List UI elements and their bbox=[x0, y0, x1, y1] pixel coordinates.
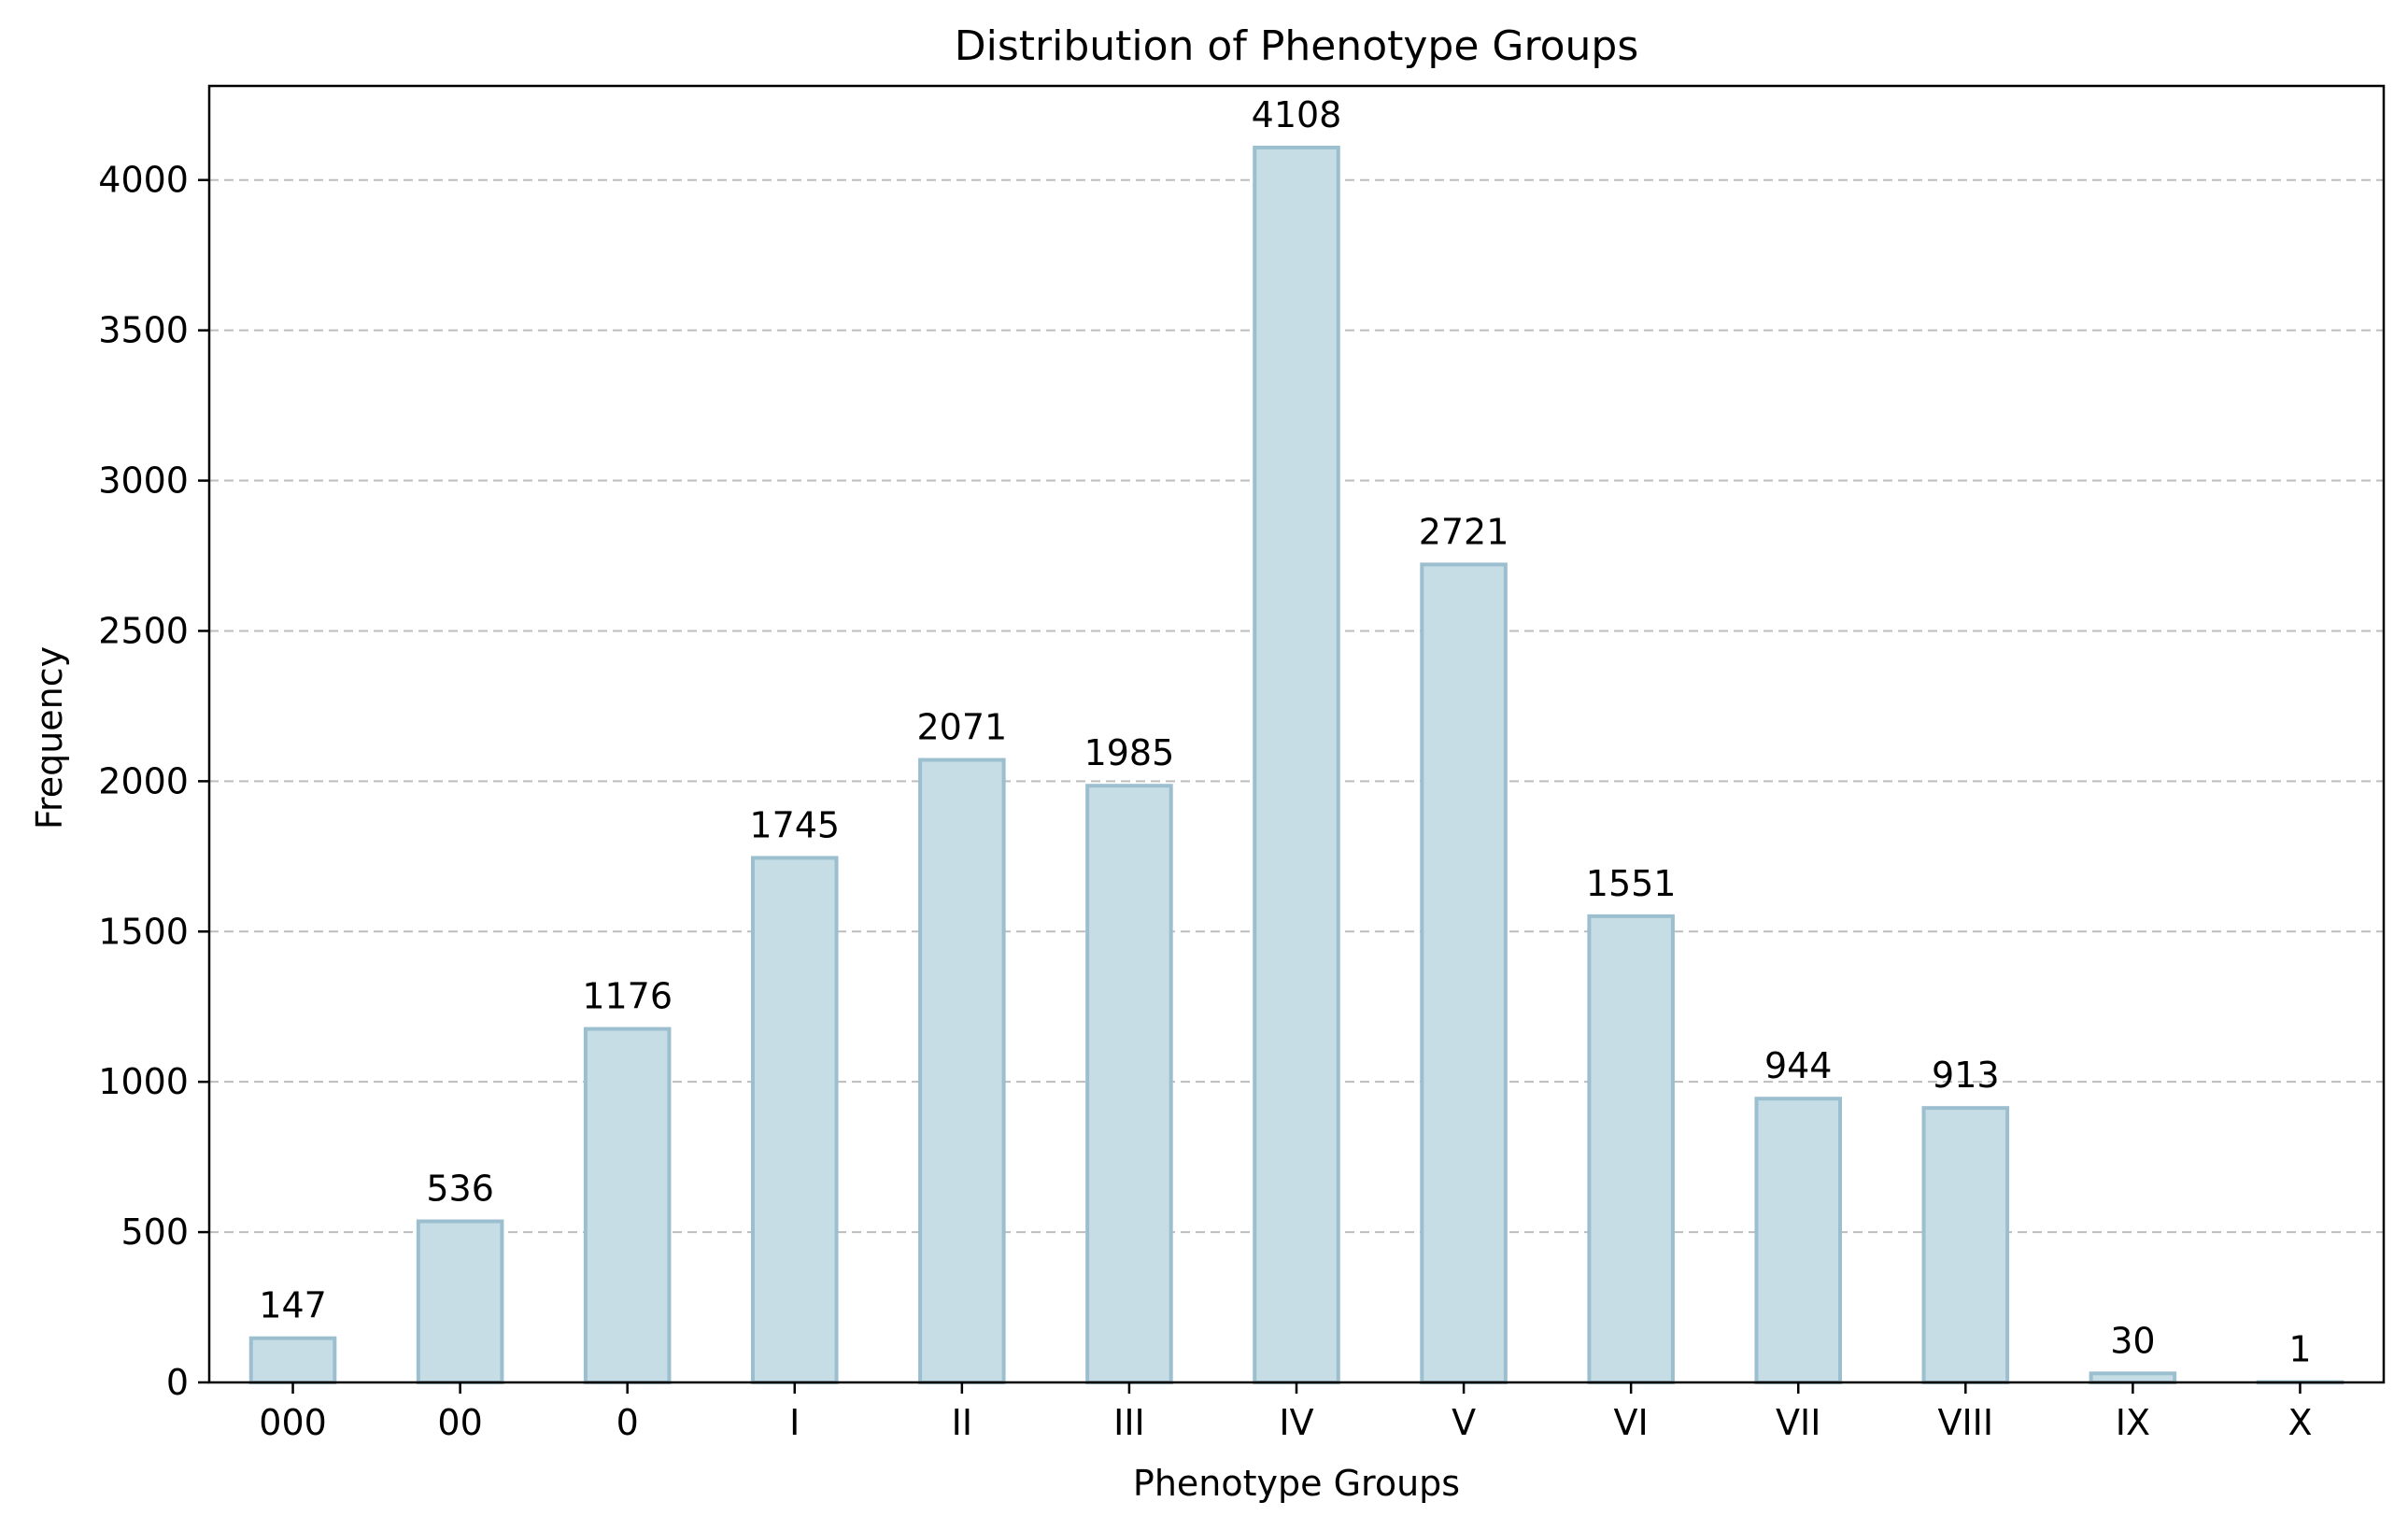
bar bbox=[751, 856, 839, 1384]
bar-value-label: 4108 bbox=[1252, 94, 1342, 135]
x-tick-label: X bbox=[2288, 1402, 2312, 1443]
bar-value-label: 913 bbox=[1932, 1055, 2000, 1096]
y-tick-label: 3000 bbox=[98, 460, 189, 502]
x-tick-label: IX bbox=[2116, 1402, 2150, 1443]
y-tick-label: 2000 bbox=[98, 760, 189, 801]
bar-value-label: 944 bbox=[1764, 1045, 1833, 1086]
bar-value-label: 1745 bbox=[749, 804, 840, 845]
bar-value-label: 536 bbox=[426, 1169, 494, 1210]
bar-value-label: 2721 bbox=[1419, 511, 1509, 552]
y-tick-label: 4000 bbox=[98, 160, 189, 201]
x-tick-label: V bbox=[1452, 1402, 1476, 1443]
bar bbox=[1085, 784, 1173, 1384]
y-ticks: 0 500 1000 1500 2000 2500 3000 3500 4000 bbox=[98, 160, 209, 1403]
x-tick-label: IV bbox=[1279, 1402, 1313, 1443]
bar bbox=[248, 1336, 337, 1384]
bar bbox=[1420, 562, 1508, 1384]
x-tick-label: 0 bbox=[616, 1402, 639, 1443]
chart-title: Distribution of Phenotype Groups bbox=[955, 22, 1639, 70]
bar bbox=[1253, 145, 1340, 1384]
x-ticks: 000 00 0 I II III IV V VI VII VIII IX X bbox=[259, 1382, 2312, 1443]
bar bbox=[918, 758, 1006, 1384]
x-axis-label: Phenotype Groups bbox=[1133, 1463, 1460, 1504]
x-tick-label: 000 bbox=[259, 1402, 327, 1443]
x-tick-label: VII bbox=[1776, 1402, 1820, 1443]
bar-value-label: 1176 bbox=[582, 976, 673, 1017]
bar bbox=[1921, 1106, 2010, 1385]
bar-value-label: 2071 bbox=[916, 707, 1007, 748]
y-tick-label: 2500 bbox=[98, 610, 189, 651]
bar-value-label: 30 bbox=[2110, 1320, 2155, 1361]
data-labels: 147 536 1176 1745 2071 1985 4108 2721 1551 944 913… bbox=[259, 94, 2311, 1370]
y-tick-label: 500 bbox=[120, 1211, 189, 1253]
bar bbox=[416, 1219, 504, 1385]
y-tick-label: 1500 bbox=[98, 911, 189, 952]
y-tick-label: 0 bbox=[166, 1362, 189, 1403]
bar bbox=[2089, 1371, 2177, 1384]
x-tick-label: I bbox=[789, 1402, 800, 1443]
grid-lines bbox=[209, 178, 2384, 1234]
bar-value-label: 147 bbox=[259, 1285, 327, 1326]
x-tick-label: 00 bbox=[437, 1402, 482, 1443]
y-tick-label: 3500 bbox=[98, 310, 189, 351]
bar-value-label: 1 bbox=[2288, 1329, 2311, 1370]
bar bbox=[1754, 1097, 1843, 1384]
x-tick-label: III bbox=[1113, 1402, 1145, 1443]
bar bbox=[1587, 914, 1675, 1384]
bar bbox=[583, 1027, 672, 1385]
bar-value-label: 1551 bbox=[1586, 863, 1677, 904]
x-tick-label: VI bbox=[1614, 1402, 1649, 1443]
y-tick-label: 1000 bbox=[98, 1061, 189, 1102]
x-tick-label: II bbox=[952, 1402, 972, 1443]
y-axis-label: Frequency bbox=[29, 646, 70, 829]
bar-value-label: 1985 bbox=[1084, 732, 1175, 773]
bars bbox=[248, 145, 2344, 1385]
x-tick-label: VIII bbox=[1937, 1402, 1993, 1443]
